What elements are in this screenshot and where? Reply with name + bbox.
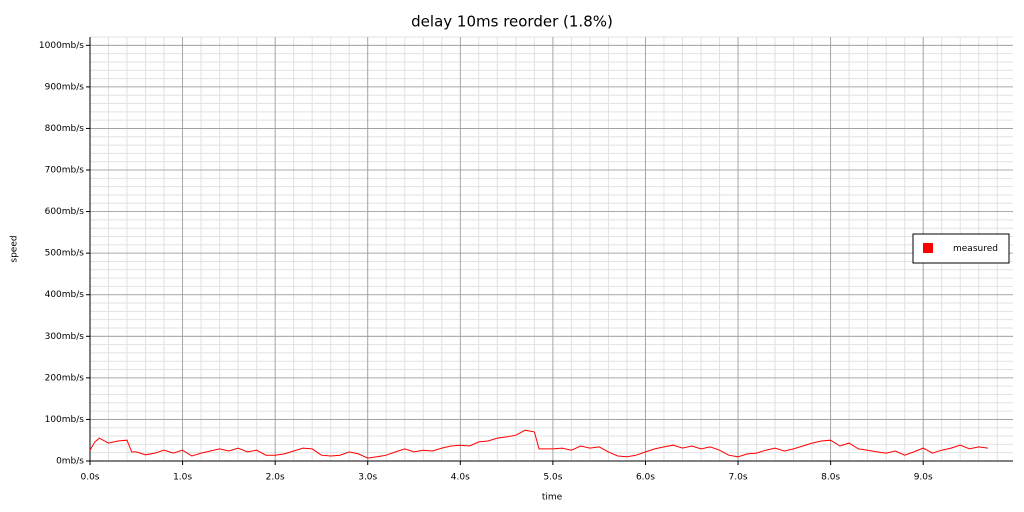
x-tick-label: 2.0s	[266, 473, 285, 483]
x-axis-label: time	[542, 493, 563, 503]
x-tick-label: 4.0s	[451, 473, 470, 483]
legend-label: measured	[953, 244, 998, 254]
x-tick-label: 3.0s	[358, 473, 377, 483]
y-tick-label: 300mb/s	[45, 332, 85, 342]
x-tick-label: 6.0s	[636, 473, 655, 483]
x-tick-label: 7.0s	[729, 473, 748, 483]
data-line	[89, 429, 989, 459]
y-tick-label: 800mb/s	[45, 124, 85, 134]
y-tick-label: 100mb/s	[45, 415, 85, 425]
x-tick-label: 1.0s	[173, 473, 192, 483]
y-tick-label: 0mb/s	[56, 457, 84, 467]
chart-title: delay 10ms reorder (1.8%)	[411, 13, 613, 31]
y-tick-label: 900mb/s	[45, 82, 85, 92]
y-tick-label: 600mb/s	[45, 207, 85, 217]
x-tick-label: 0.0s	[80, 473, 99, 483]
x-tick-label: 5.0s	[543, 473, 562, 483]
y-tick-label: 200mb/s	[45, 373, 85, 383]
y-tick-label: 500mb/s	[45, 249, 85, 259]
y-axis-label: speed	[10, 235, 20, 262]
x-tick-label: 8.0s	[821, 473, 840, 483]
legend-swatch	[923, 243, 933, 253]
y-tick-label: 700mb/s	[45, 166, 85, 176]
x-tick-label: 9.0s	[914, 473, 933, 483]
y-tick-label: 400mb/s	[45, 290, 85, 300]
y-tick-label: 1000mb/s	[39, 41, 84, 51]
